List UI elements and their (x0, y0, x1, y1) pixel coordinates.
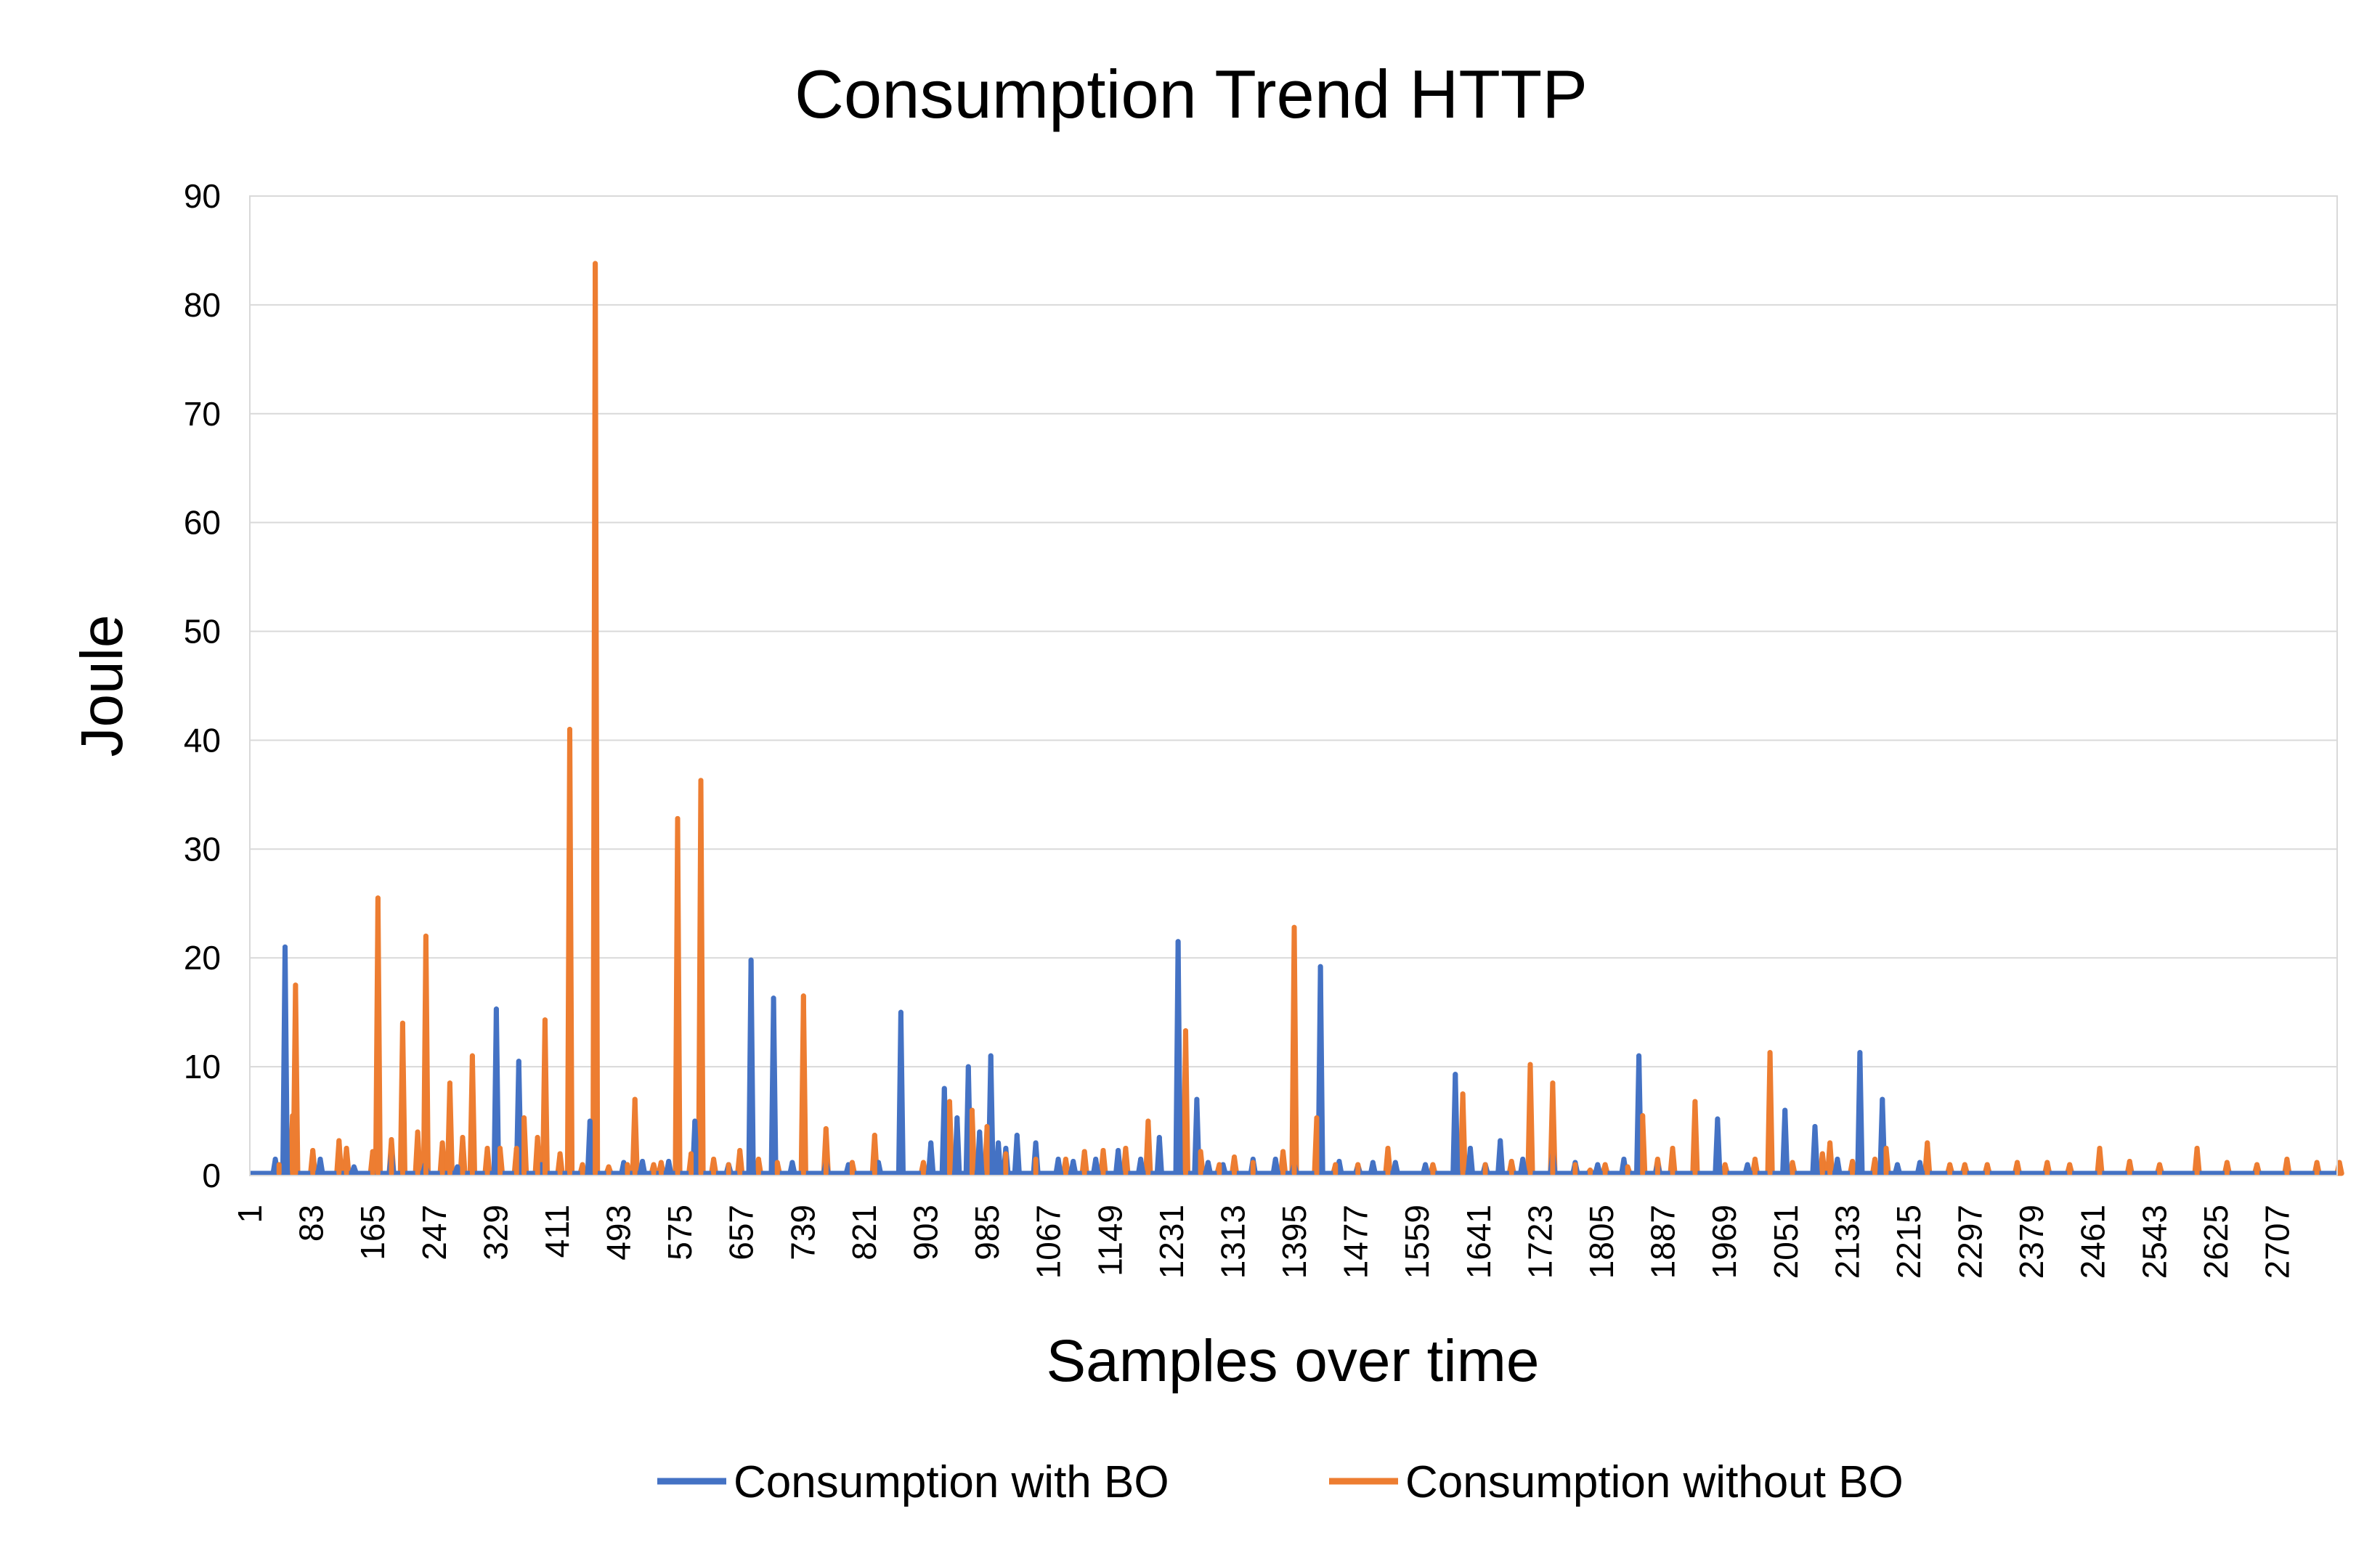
plot-frame (249, 195, 2338, 1176)
x-tick-label: 1067 (1030, 1205, 1068, 1279)
x-tick-label: 1805 (1583, 1205, 1620, 1279)
x-tick-label: 2379 (2013, 1205, 2050, 1279)
x-tick-label: 165 (354, 1205, 391, 1260)
x-tick-label: 2297 (1951, 1205, 1989, 1279)
y-tick-label: 10 (184, 1048, 221, 1086)
legend-label-1: Consumption without BO (1405, 1457, 1904, 1507)
y-tick-label: 20 (184, 939, 221, 977)
x-tick-label: 1559 (1398, 1205, 1436, 1279)
y-tick-label: 60 (184, 504, 221, 542)
x-tick-label: 1313 (1214, 1205, 1251, 1279)
x-tick-label: 2051 (1767, 1205, 1805, 1279)
x-tick-label: 2543 (2135, 1205, 2173, 1279)
y-tick-label: 50 (184, 613, 221, 651)
x-tick-label: 575 (661, 1205, 699, 1260)
x-tick-label: 2461 (2074, 1205, 2112, 1279)
x-tick-label: 2707 (2258, 1205, 2296, 1279)
x-tick-label: 411 (538, 1205, 576, 1258)
legend-label-0: Consumption with BO (734, 1457, 1169, 1507)
x-tick-label: 1395 (1275, 1205, 1313, 1279)
x-tick-label: 2133 (1828, 1205, 1866, 1279)
y-tick-label: 80 (184, 286, 221, 324)
x-tick-label: 821 (845, 1205, 883, 1260)
y-tick-label: 0 (202, 1157, 221, 1194)
x-tick-label: 739 (784, 1205, 821, 1260)
x-tick-label: 1887 (1644, 1205, 1682, 1279)
x-tick-label: 1231 (1153, 1205, 1190, 1279)
chart-title: Consumption Trend HTTP (795, 56, 1588, 132)
x-tick-label: 1 (231, 1205, 269, 1223)
series-layer (250, 261, 2344, 1176)
x-tick-label: 903 (906, 1205, 944, 1260)
y-axis-title: Joule (69, 614, 135, 757)
x-tick-label: 657 (723, 1205, 760, 1260)
x-tick-label: 83 (293, 1205, 330, 1242)
x-tick-label: 247 (415, 1205, 453, 1260)
x-tick-label: 1969 (1705, 1205, 1743, 1279)
x-tick-label: 2625 (2197, 1205, 2235, 1279)
y-tick-labels: 0 10 20 30 40 50 60 70 80 90 (184, 177, 221, 1194)
x-tick-label: 1477 (1337, 1205, 1375, 1279)
legend: Consumption with BO Consumption without B… (657, 1457, 1904, 1507)
y-tick-label: 70 (184, 395, 221, 433)
x-tick-label: 329 (476, 1205, 514, 1260)
x-tick-label: 1723 (1521, 1205, 1559, 1279)
y-tick-label: 90 (184, 177, 221, 215)
x-tick-labels: 1 83 165 247 329 411 493 575 657 739 821 903 985 1067… (231, 1205, 2296, 1279)
x-tick-label: 2215 (1890, 1205, 1928, 1279)
x-axis-title: Samples over time (1046, 1328, 1539, 1394)
x-tick-label: 1641 (1460, 1205, 1498, 1279)
x-tick-label: 985 (968, 1205, 1006, 1260)
x-tick-label: 1149 (1091, 1205, 1129, 1276)
x-tick-label: 493 (600, 1205, 638, 1260)
y-tick-label: 40 (184, 721, 221, 759)
y-tick-label: 30 (184, 830, 221, 868)
